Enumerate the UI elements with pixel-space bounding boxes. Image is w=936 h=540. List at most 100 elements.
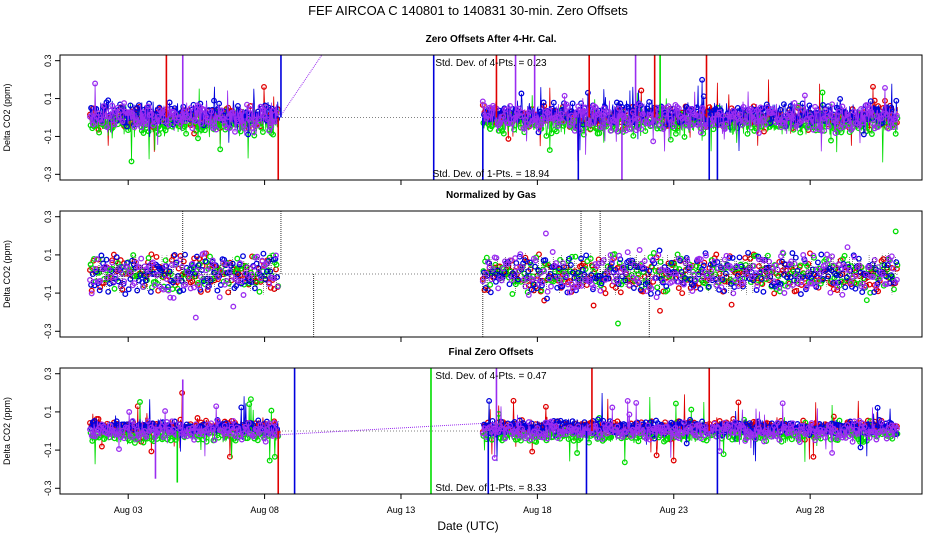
data-point-purple — [197, 273, 204, 280]
data-point-purple — [834, 284, 841, 291]
data-point-purple — [223, 278, 230, 284]
data-point-purple — [805, 269, 812, 276]
data-point-purple — [582, 104, 589, 111]
data-point-green — [672, 400, 679, 407]
data-point-purple — [680, 281, 687, 288]
data-point-purple — [209, 257, 216, 264]
data-point-purple — [803, 116, 810, 123]
data-point-purple — [255, 116, 262, 123]
data-point-blue — [745, 249, 752, 256]
data-point-purple — [665, 103, 672, 110]
data-point-purple — [842, 266, 849, 273]
data-point-purple — [145, 103, 151, 110]
data-point-purple — [273, 252, 279, 259]
data-point-green — [744, 130, 751, 137]
data-point-purple — [873, 436, 880, 443]
data-point-blue — [564, 289, 571, 296]
data-point-green — [657, 258, 664, 265]
data-point-purple — [100, 103, 107, 110]
data-point-purple — [247, 106, 254, 113]
data-point-blue — [221, 256, 228, 263]
data-point-purple — [525, 419, 532, 426]
data-point-purple — [653, 294, 660, 301]
data-point-purple — [743, 119, 750, 126]
y-tick-label: 0.1 — [43, 92, 53, 105]
data-point-blue — [492, 278, 499, 285]
data-point-blue — [134, 287, 141, 294]
data-point-purple — [546, 275, 553, 282]
data-point-blue — [760, 288, 767, 295]
data-point-purple — [791, 100, 798, 106]
data-point-green — [546, 147, 553, 154]
data-point-red — [638, 87, 645, 94]
data-point-purple — [131, 422, 138, 429]
data-point-purple — [237, 260, 244, 267]
data-point-blue — [566, 255, 573, 262]
data-point-purple — [793, 427, 800, 434]
data-point-blue — [843, 274, 850, 281]
data-point-purple — [675, 105, 682, 112]
data-point-green — [819, 89, 826, 96]
data-point-purple — [732, 277, 738, 284]
data-point-purple — [849, 273, 856, 280]
data-point-purple — [754, 107, 761, 114]
data-point-purple — [810, 252, 817, 259]
data-point-purple — [515, 421, 522, 428]
data-point-blue — [644, 105, 651, 112]
data-point-purple — [165, 121, 172, 128]
data-point-purple — [250, 263, 257, 270]
data-point-blue — [719, 276, 726, 283]
data-point-blue — [668, 259, 675, 266]
data-point-purple — [158, 423, 165, 430]
data-point-purple — [209, 426, 216, 433]
data-point-red — [510, 397, 517, 404]
data-point-purple — [842, 116, 849, 123]
data-point-blue — [712, 106, 719, 113]
data-point-purple — [592, 423, 599, 429]
plot-data-layer — [87, 211, 901, 337]
data-point-purple — [824, 251, 830, 258]
data-point-blue — [260, 250, 267, 257]
data-point-green — [557, 256, 564, 263]
data-point-purple — [100, 423, 107, 430]
data-point-purple — [771, 109, 778, 116]
data-point-purple — [822, 434, 829, 441]
data-point-purple — [238, 278, 245, 284]
data-point-red — [893, 265, 900, 272]
data-point-green — [246, 401, 253, 408]
data-point-purple — [244, 101, 250, 108]
data-point-red — [505, 135, 512, 142]
data-point-purple — [657, 121, 663, 128]
data-point-purple — [778, 428, 784, 435]
data-point-blue — [780, 101, 787, 108]
data-point-purple — [849, 125, 856, 131]
data-point-blue — [552, 273, 559, 280]
data-point-purple — [887, 431, 894, 438]
data-point-purple — [692, 277, 699, 284]
data-point-blue — [234, 102, 241, 109]
data-point-blue — [178, 277, 185, 284]
data-point-purple — [715, 424, 721, 431]
y-tick-label: 0.3 — [43, 367, 53, 380]
data-point-purple — [658, 266, 665, 273]
data-point-purple — [172, 261, 179, 268]
data-point-blue — [240, 253, 246, 260]
data-point-green — [109, 124, 116, 131]
data-point-purple — [117, 434, 124, 441]
y-tick-label: 0.1 — [43, 406, 53, 419]
data-point-purple — [876, 428, 883, 435]
data-point-purple — [249, 271, 256, 278]
data-point-purple — [88, 112, 95, 119]
data-point-purple — [189, 260, 196, 267]
data-point-purple — [675, 255, 682, 262]
data-point-purple — [752, 270, 759, 277]
data-point-blue — [211, 97, 217, 104]
data-point-purple — [213, 403, 220, 410]
data-point-green — [541, 260, 548, 267]
data-point-purple — [844, 111, 851, 118]
data-point-purple — [861, 283, 868, 290]
data-point-red — [617, 289, 624, 296]
data-point-purple — [116, 264, 122, 271]
data-point-purple — [561, 92, 568, 99]
data-point-purple — [93, 256, 100, 263]
